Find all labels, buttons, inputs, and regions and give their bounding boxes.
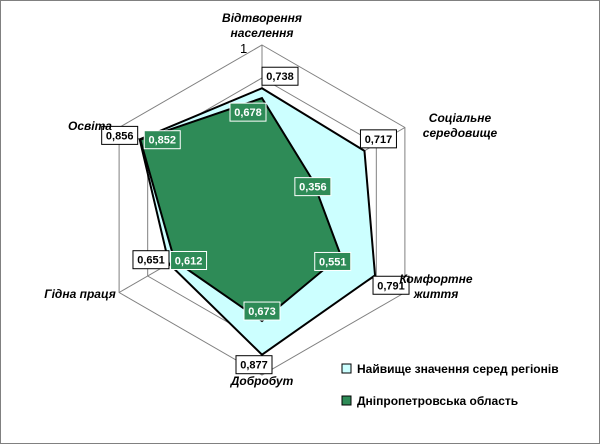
legend-label: Дніпропетровська область <box>357 394 518 408</box>
value-label-highest-text: 0,877 <box>240 360 268 372</box>
value-label-highest: 0,738 <box>261 66 299 86</box>
value-label-region-text: 0,678 <box>234 107 262 119</box>
value-label-region-box <box>314 251 352 271</box>
value-label-region: 0,612 <box>170 250 208 270</box>
value-label-highest-text: 0,651 <box>137 255 165 267</box>
value-label-highest-box <box>261 66 299 86</box>
legend-label: Найвище значення серед регіонів <box>357 362 559 376</box>
value-label-region-box <box>170 250 208 270</box>
value-label-region-text: 0,551 <box>319 256 347 268</box>
axis-category-label: життя <box>413 287 459 301</box>
value-label-highest: 0,717 <box>359 129 397 149</box>
value-label-region-text: 0,673 <box>248 306 276 318</box>
axis-category-label: Комфортне <box>400 272 473 286</box>
legend-swatch <box>341 363 352 374</box>
value-label-highest-box <box>132 250 170 270</box>
axis-category-label: середовище <box>423 126 498 140</box>
value-label-region-text: 0,356 <box>299 182 327 194</box>
value-label-region: 0,678 <box>229 102 267 122</box>
value-label-highest: 0,877 <box>235 355 273 375</box>
value-label-highest-box <box>359 129 397 149</box>
tick-label: 1 <box>240 41 247 56</box>
value-label-highest: 0,651 <box>132 250 170 270</box>
value-label-highest-box <box>372 275 410 295</box>
axis-category-label: Соціальне <box>429 111 492 125</box>
value-label-highest: 0,791 <box>372 275 410 295</box>
value-label-highest-text: 0,738 <box>266 71 294 83</box>
legend-swatch <box>341 395 352 406</box>
value-label-region-box <box>143 130 181 150</box>
value-label-region-box <box>294 177 332 197</box>
value-label-region-box <box>243 301 281 321</box>
value-label-region-text: 0,612 <box>175 255 203 267</box>
value-label-highest-box <box>101 125 139 145</box>
axis-category-label: Добробут <box>230 374 294 388</box>
axis-category-label: Гідна праця <box>44 287 116 301</box>
value-label-region-text: 0,852 <box>148 135 176 147</box>
value-label-highest: 0,856 <box>101 125 139 145</box>
value-label-region: 0,852 <box>143 130 181 150</box>
value-label-region: 0,673 <box>243 301 281 321</box>
value-label-highest-text: 0,856 <box>106 130 134 142</box>
value-label-highest-text: 0,717 <box>365 134 393 146</box>
value-label-highest-box <box>235 355 273 375</box>
axis-category-label: Відтворення <box>222 11 302 25</box>
axis-category-label: населення <box>231 26 294 40</box>
value-label-region: 0,551 <box>314 251 352 271</box>
value-label-region: 0,356 <box>294 177 332 197</box>
value-label-region-box <box>229 102 267 122</box>
value-label-highest-text: 0,791 <box>377 280 405 292</box>
axis-category-label: Освіта <box>68 119 112 133</box>
